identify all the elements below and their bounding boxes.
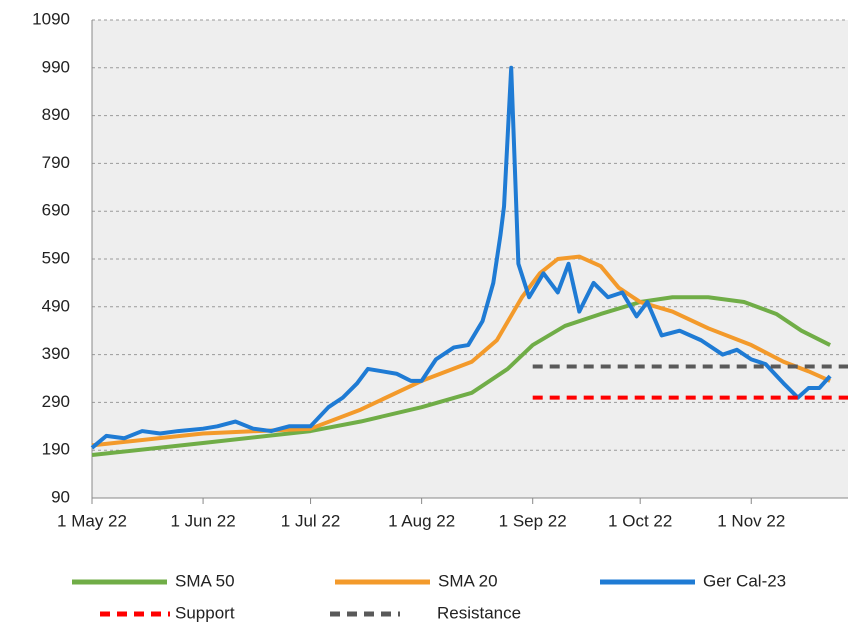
legend-label: SMA 20 (438, 571, 498, 590)
x-tick-label: 1 Jul 22 (281, 511, 341, 530)
y-tick-label: 1090 (32, 9, 70, 28)
x-tick-label: 1 Jun 22 (170, 511, 235, 530)
y-tick-label: 690 (42, 201, 70, 220)
x-tick-label: 1 Sep 22 (499, 511, 567, 530)
legend-label: Support (175, 603, 235, 622)
x-tick-label: 1 May 22 (57, 511, 127, 530)
y-tick-label: 990 (42, 57, 70, 76)
x-tick-label: 1 Nov 22 (717, 511, 785, 530)
y-tick-label: 490 (42, 296, 70, 315)
x-tick-label: 1 Oct 22 (608, 511, 672, 530)
series-line (90, 65, 832, 450)
y-tick-label: 190 (42, 440, 70, 459)
y-tick-label: 890 (42, 105, 70, 124)
legend-label: SMA 50 (175, 571, 235, 590)
y-tick-label: 790 (42, 153, 70, 172)
legend-label: Ger Cal-23 (703, 571, 786, 590)
series-line (91, 254, 831, 448)
y-tick-label: 590 (42, 248, 70, 267)
series-line (91, 295, 831, 457)
y-tick-label: 290 (42, 392, 70, 411)
y-tick-label: 390 (42, 344, 70, 363)
legend-label: Resistance (437, 603, 521, 622)
y-tick-label: 90 (51, 487, 70, 506)
x-tick-label: 1 Aug 22 (388, 511, 455, 530)
